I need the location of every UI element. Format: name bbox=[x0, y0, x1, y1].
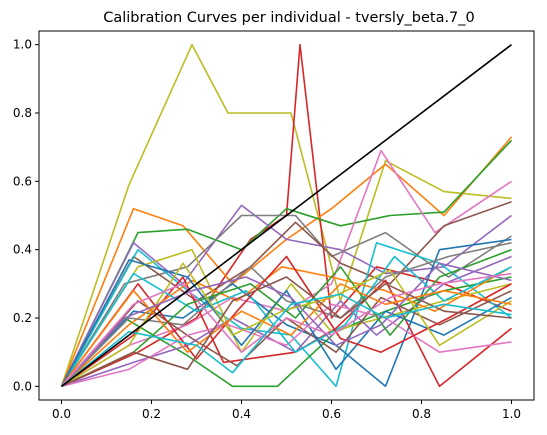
series-line-3 bbox=[60, 136, 513, 387]
chart-title: Calibration Curves per individual - tver… bbox=[103, 10, 475, 26]
y-tick-label: 0.0 bbox=[13, 379, 32, 393]
y-tick-label: 0.8 bbox=[13, 106, 32, 120]
series-line-16 bbox=[60, 242, 512, 387]
y-tick-label: 1.0 bbox=[13, 38, 32, 52]
y-tick-label: 0.4 bbox=[13, 243, 32, 257]
x-tick-label: 0.2 bbox=[142, 407, 161, 421]
y-tick-label: 0.2 bbox=[13, 311, 32, 325]
x-tick-label: 0.4 bbox=[232, 407, 251, 421]
series-line-6 bbox=[60, 204, 512, 387]
series-line-4 bbox=[60, 139, 513, 387]
series-line-20 bbox=[60, 259, 512, 387]
plot-frame bbox=[38, 30, 535, 401]
series-line-11 bbox=[60, 276, 512, 388]
series-line-19 bbox=[60, 255, 512, 387]
series-line-25 bbox=[60, 262, 512, 387]
y-tick-label: 0.6 bbox=[13, 174, 32, 188]
series-line-24 bbox=[60, 282, 512, 387]
series-line-1 bbox=[60, 43, 512, 387]
series-line-2 bbox=[61, 43, 512, 388]
series-line-26 bbox=[61, 276, 512, 388]
series-line-8 bbox=[60, 201, 512, 387]
series-line-27 bbox=[60, 272, 512, 387]
x-tick-label: 0.6 bbox=[322, 407, 341, 421]
x-axis: 0.0 0.2 0.4 0.6 0.8 1.0 bbox=[52, 400, 521, 421]
y-axis: 0.0 0.2 0.4 0.6 0.8 1.0 bbox=[13, 38, 39, 393]
series-line-23 bbox=[61, 262, 512, 387]
series-layer bbox=[60, 43, 513, 388]
series-line-28 bbox=[60, 293, 512, 387]
x-tick-label: 0.8 bbox=[412, 407, 431, 421]
series-line-22 bbox=[60, 255, 512, 387]
reference-layer bbox=[61, 44, 512, 387]
title-group: Calibration Curves per individual - tver… bbox=[103, 10, 475, 26]
series-line-7 bbox=[60, 214, 512, 387]
x-tick-label: 1.0 bbox=[502, 407, 521, 421]
series-line-18 bbox=[61, 303, 512, 388]
reference-diagonal-line bbox=[61, 44, 512, 387]
x-tick-label: 0.0 bbox=[52, 407, 71, 421]
